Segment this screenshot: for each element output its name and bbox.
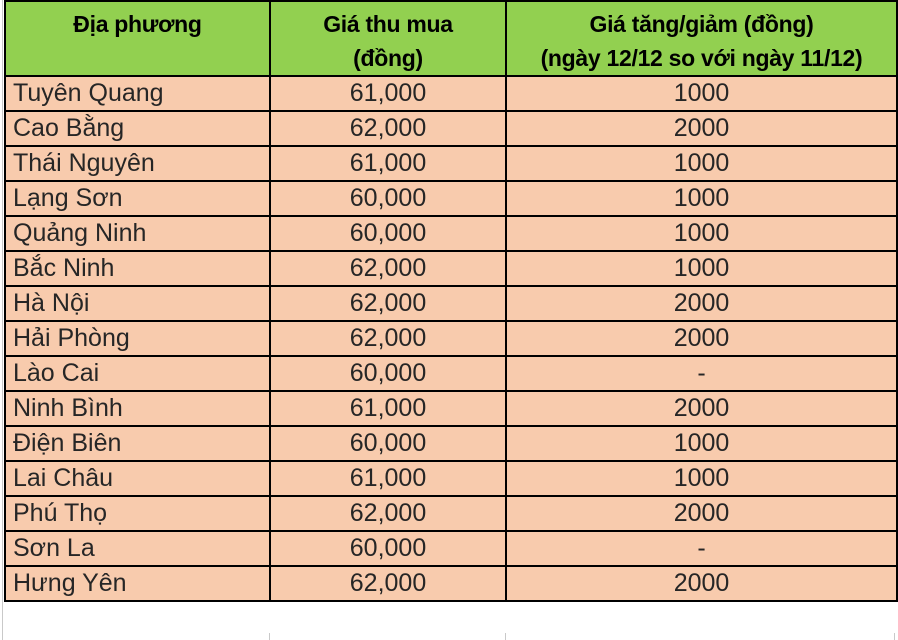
cell-price: 62,000 [269,495,507,532]
cell-change: 1000 [505,425,898,462]
cell-province: Hải Phòng [4,320,271,357]
table-row: Hải Phòng 62,000 2000 [4,320,898,357]
cell-change: 2000 [505,320,898,357]
table-row: Quảng Ninh 60,000 1000 [4,215,898,252]
header-cell-province: Địa phương [4,0,271,77]
cell-change: 1000 [505,215,898,252]
bottom-gridline-col2 [505,633,506,640]
header-price-line1: Giá thu mua [323,11,453,37]
cell-change: 1000 [505,460,898,497]
cell-change: 1000 [505,250,898,287]
cell-price: 62,000 [269,320,507,357]
cell-change: 2000 [505,495,898,532]
cell-province: Tuyên Quang [4,75,271,112]
cell-price: 61,000 [269,390,507,427]
header-cell-change: Giá tăng/giảm (đồng) (ngày 12/12 so với … [505,0,898,77]
cell-province: Quảng Ninh [4,215,271,252]
header-row: Địa phương Giá thu mua (đồng) Giá tăng/g… [4,0,898,77]
cell-change: 2000 [505,390,898,427]
cell-province: Lạng Sơn [4,180,271,217]
header-change-line1: Giá tăng/giảm (đồng) [589,11,814,37]
cell-change: 1000 [505,145,898,182]
cell-province: Bắc Ninh [4,250,271,287]
price-table: Địa phương Giá thu mua (đồng) Giá tăng/g… [4,0,898,602]
cell-province: Cao Bằng [4,110,271,147]
cell-price: 61,000 [269,460,507,497]
cell-province: Hưng Yên [4,565,271,602]
cell-price: 60,000 [269,530,507,567]
cell-price: 60,000 [269,180,507,217]
table-row: Hà Nội 62,000 2000 [4,285,898,322]
cell-price: 61,000 [269,75,507,112]
cell-price: 60,000 [269,215,507,252]
table-row: Cao Bằng 62,000 2000 [4,110,898,147]
header-change-line2: (ngày 12/12 so với ngày 11/12) [540,45,863,71]
cell-price: 62,000 [269,250,507,287]
cell-province: Lai Châu [4,460,271,497]
header-price-line2: (đồng) [353,45,423,71]
cell-change: - [505,355,898,392]
cell-price: 60,000 [269,425,507,462]
cell-change: 2000 [505,285,898,322]
cell-change: 2000 [505,110,898,147]
table-row: Lạng Sơn 60,000 1000 [4,180,898,217]
header-province-line1: Địa phương [73,11,202,37]
cell-province: Ninh Bình [4,390,271,427]
table-body: Tuyên Quang 61,000 1000 Cao Bằng 62,000 … [4,75,898,602]
table-row: Tuyên Quang 61,000 1000 [4,75,898,112]
table-row: Sơn La 60,000 - [4,530,898,567]
table-row: Lào Cai 60,000 - [4,355,898,392]
table-row: Phú Thọ 62,000 2000 [4,495,898,532]
cell-province: Lào Cai [4,355,271,392]
bottom-gridline-col3 [894,633,895,640]
cell-province: Điện Biên [4,425,271,462]
cell-province: Thái Nguyên [4,145,271,182]
cell-price: 62,000 [269,285,507,322]
cell-price: 61,000 [269,145,507,182]
table-row: Thái Nguyên 61,000 1000 [4,145,898,182]
table-row: Bắc Ninh 62,000 1000 [4,250,898,287]
cell-change: 2000 [505,565,898,602]
cell-province: Sơn La [4,530,271,567]
left-gridline [2,0,3,640]
table-row: Hưng Yên 62,000 2000 [4,565,898,602]
cell-price: 62,000 [269,565,507,602]
cell-price: 62,000 [269,110,507,147]
cell-change: - [505,530,898,567]
table-row: Lai Châu 61,000 1000 [4,460,898,497]
cell-province: Phú Thọ [4,495,271,532]
header-cell-price: Giá thu mua (đồng) [269,0,507,77]
cell-price: 60,000 [269,355,507,392]
cell-province: Hà Nội [4,285,271,322]
bottom-gridline-col1 [269,633,270,640]
cell-change: 1000 [505,180,898,217]
table-row: Ninh Bình 61,000 2000 [4,390,898,427]
cell-change: 1000 [505,75,898,112]
table-row: Điện Biên 60,000 1000 [4,425,898,462]
